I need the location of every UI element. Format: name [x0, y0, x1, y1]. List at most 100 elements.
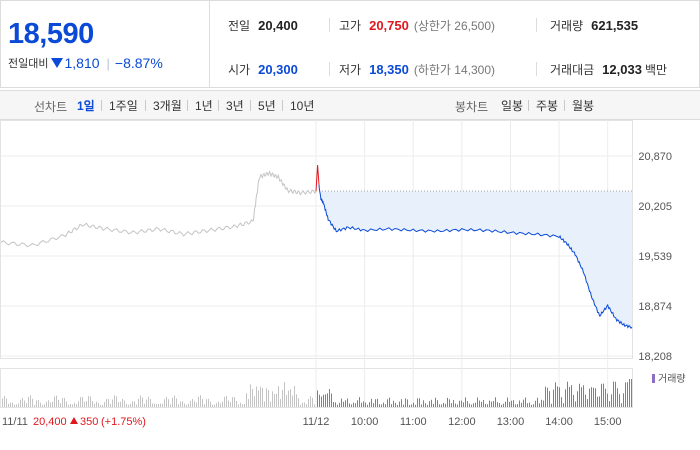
volume-bar — [194, 401, 195, 407]
volume-bar — [54, 396, 55, 407]
volume-bar — [539, 403, 540, 407]
volume-bar — [294, 385, 295, 407]
volume-bar — [282, 389, 283, 407]
volume-bar — [44, 404, 45, 407]
volume-bar — [208, 398, 209, 407]
volume-bar — [511, 400, 512, 407]
volume-bar — [52, 401, 53, 407]
volume-bar — [345, 400, 346, 407]
volume-bar — [66, 401, 67, 407]
volume-bar — [146, 399, 147, 407]
tab-period-10y[interactable]: 10년 — [290, 99, 315, 113]
volume-bar — [425, 403, 426, 407]
volume-bar — [140, 395, 141, 407]
volume-bar — [631, 379, 632, 407]
volume-bar — [535, 400, 536, 407]
volume-bar — [597, 396, 598, 407]
volume-bar — [327, 393, 328, 407]
x-tick-label: 12:00 — [448, 416, 476, 428]
divider — [101, 100, 102, 111]
volume-bar — [469, 403, 470, 407]
volume-bar — [252, 389, 253, 407]
y-tick-label: 20,205 — [638, 201, 672, 213]
volume-bar — [118, 402, 119, 407]
volume-bar — [162, 403, 163, 407]
volume-bar — [317, 390, 318, 407]
volume-bar — [184, 403, 185, 407]
tab-period-3y[interactable]: 3년 — [226, 99, 244, 113]
volume-bar — [353, 402, 354, 407]
volume-bar — [30, 395, 31, 407]
divider — [536, 18, 537, 32]
volume-bar — [166, 396, 167, 407]
high-value: 20,750 — [369, 17, 409, 33]
volume-bar — [62, 398, 63, 407]
tab-candle-monthly[interactable]: 월봉 — [572, 99, 595, 113]
volume-bar — [585, 394, 586, 407]
volume-bar — [214, 404, 215, 407]
tab-candle-weekly[interactable]: 주봉 — [536, 99, 559, 113]
volume-bar — [186, 404, 187, 407]
tab-period-1y[interactable]: 1년 — [195, 99, 213, 113]
volume-bar — [192, 398, 193, 407]
volume-bar — [312, 398, 313, 407]
tab-candle-daily[interactable]: 일봉 — [501, 99, 524, 113]
volume-bar — [387, 399, 388, 407]
volume-bar — [38, 399, 39, 407]
current-price: 18,590 — [8, 18, 94, 50]
today-fall-line — [318, 184, 633, 329]
volume-bar — [168, 399, 169, 407]
down-arrow-icon — [51, 58, 64, 68]
volume-bar — [148, 396, 149, 407]
tab-period-3m[interactable]: 3개월 — [153, 99, 182, 113]
volume-bar — [335, 402, 336, 407]
volume-bar — [150, 398, 151, 407]
stat-prev-close: 전일 20,400 — [228, 16, 298, 34]
high-label: 고가 — [339, 18, 362, 33]
volume-bar — [349, 403, 350, 407]
prev-close-value: 20,400 — [258, 17, 298, 33]
volume-bar — [16, 404, 17, 407]
open-value: 20,300 — [258, 61, 298, 77]
volume-bar — [206, 399, 207, 407]
volume-bar — [397, 404, 398, 407]
volume-bar — [421, 404, 422, 407]
volume-bar — [154, 403, 155, 407]
volume-bar — [521, 402, 522, 407]
volume-bar — [553, 389, 554, 407]
volume-bar — [314, 404, 315, 407]
volume-bar — [583, 385, 584, 407]
tab-period-1w[interactable]: 1주일 — [109, 99, 138, 113]
tab-period-5y[interactable]: 5년 — [258, 99, 276, 113]
tab-period-1d[interactable]: 1일 — [77, 99, 95, 113]
volume-bar — [385, 404, 386, 407]
line-chart-title: 선차트 — [34, 100, 68, 114]
volume-bar — [381, 404, 382, 407]
x-tick-label: 13:00 — [497, 416, 525, 428]
volume-bar — [40, 402, 41, 407]
volume-bar — [138, 398, 139, 407]
volume-bar — [611, 394, 612, 407]
price-change: 전일대비 1,810 | −8.87% — [8, 55, 163, 71]
volume-bar — [545, 386, 546, 407]
volume-bar — [589, 388, 590, 407]
volume-bar — [298, 398, 299, 407]
volume-bar — [48, 400, 49, 407]
x-tick-label: 14:00 — [545, 416, 573, 428]
volume-bar — [413, 402, 414, 407]
volume-bar — [391, 404, 392, 407]
volume-bar — [487, 404, 488, 407]
volume-bar — [220, 403, 221, 407]
change-amount: 1,810 — [64, 55, 100, 71]
low-value: 18,350 — [369, 61, 409, 77]
volume-bar — [493, 400, 494, 407]
volume-bar — [14, 404, 15, 407]
volume-bar — [479, 400, 480, 407]
volume-bar — [94, 403, 95, 407]
stat-trade-value: 거래대금 12,033 백만 — [550, 60, 667, 78]
volume-bar — [170, 404, 171, 407]
volume-bar — [429, 401, 430, 407]
volume-bar — [619, 394, 620, 407]
volume-bar — [74, 402, 75, 407]
volume-bar — [497, 402, 498, 407]
